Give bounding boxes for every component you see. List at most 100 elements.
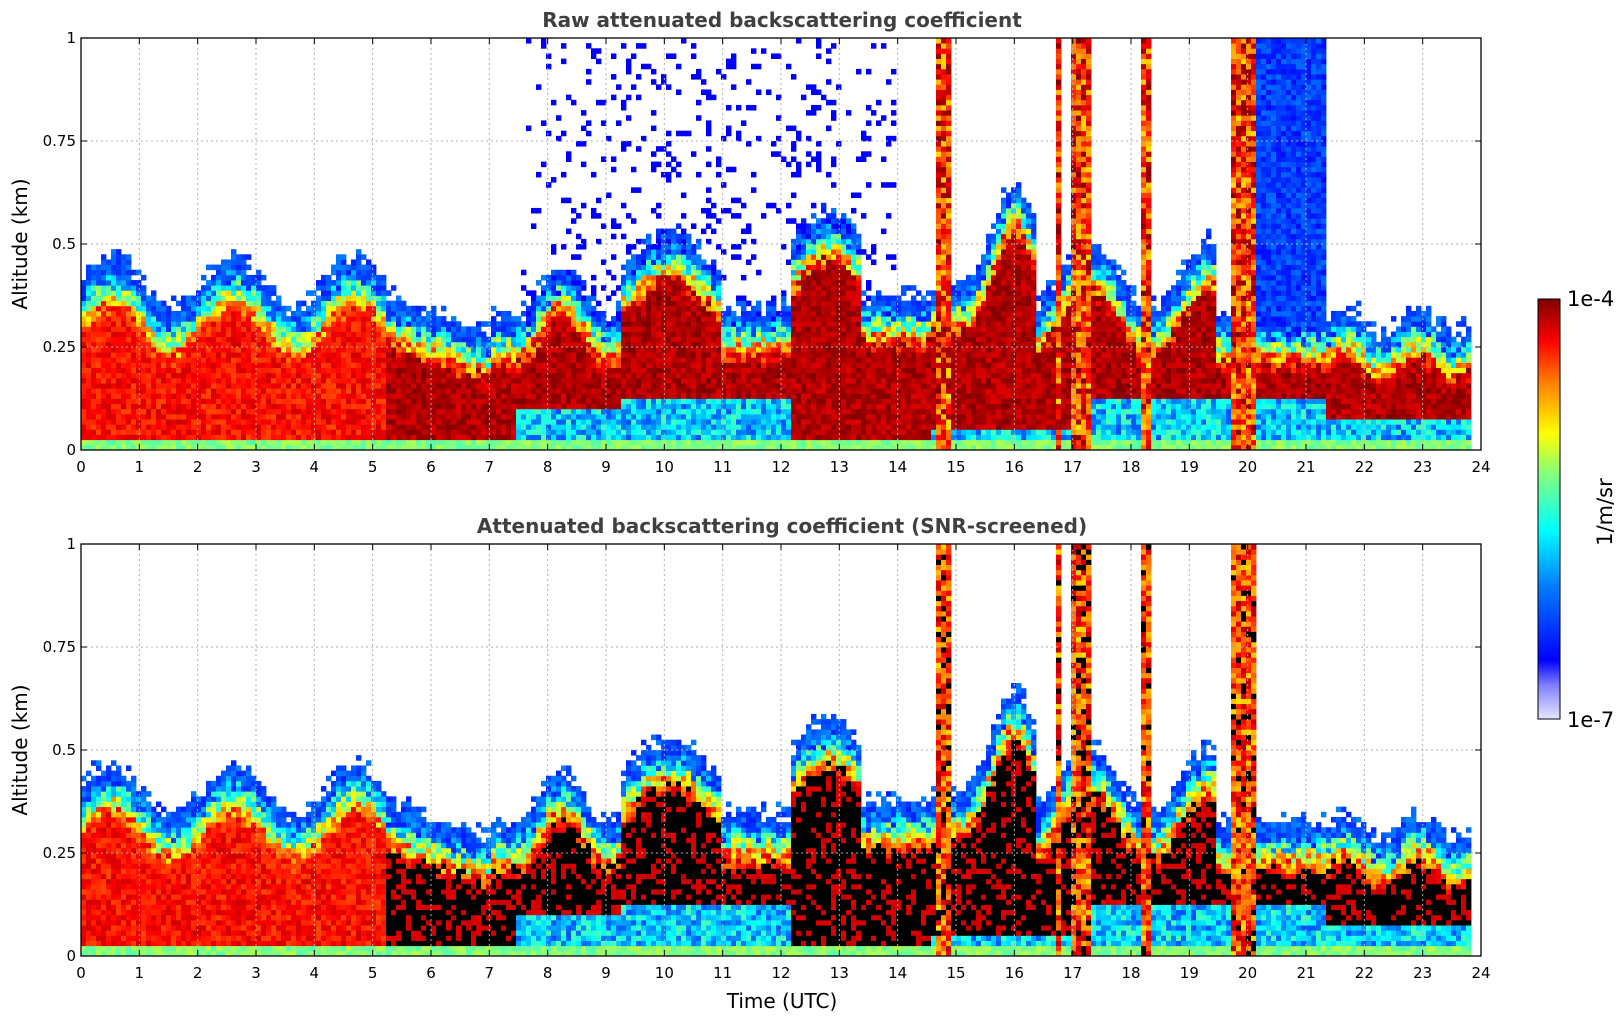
- heatmap-cell: [116, 341, 122, 348]
- heatmap-cell: [126, 408, 132, 415]
- heatmap-cell: [101, 341, 107, 348]
- heatmap-cell: [206, 408, 212, 415]
- heatmap-cell: [176, 403, 182, 410]
- heatmap-cell: [596, 197, 602, 204]
- heatmap-cell: [701, 264, 707, 271]
- heatmap-cell: [261, 290, 267, 296]
- heatmap-cell: [176, 429, 182, 435]
- heatmap-cell: [216, 316, 222, 322]
- heatmap-cell: [621, 383, 627, 389]
- heatmap-cell: [591, 413, 597, 420]
- heatmap-cell: [221, 264, 227, 271]
- heatmap-cell: [416, 326, 422, 332]
- heatmap-cell: [91, 269, 97, 276]
- heatmap-cell: [316, 388, 322, 394]
- heatmap-cell: [466, 372, 472, 379]
- heatmap-cell: [681, 321, 687, 327]
- heatmap-cell: [156, 398, 162, 405]
- heatmap-cell: [191, 336, 197, 343]
- heatmap-cell: [151, 352, 157, 358]
- heatmap-cell: [691, 280, 697, 286]
- heatmap-cell: [371, 264, 377, 271]
- heatmap-cell: [166, 310, 172, 317]
- heatmap-cell: [91, 388, 97, 394]
- heatmap-cell: [641, 377, 647, 384]
- heatmap-cell: [686, 408, 692, 415]
- heatmap-cell: [116, 352, 122, 358]
- heatmap-cell: [296, 331, 302, 338]
- heatmap-cell: [141, 285, 147, 291]
- heatmap-cell: [81, 424, 87, 430]
- heatmap-cell: [491, 439, 497, 446]
- heatmap-cell: [641, 439, 647, 446]
- heatmap-cell: [366, 357, 372, 363]
- heatmap-cell: [756, 388, 762, 394]
- heatmap-cell: [266, 393, 272, 399]
- heatmap-cell: [196, 444, 202, 451]
- heatmap-cell: [246, 444, 252, 451]
- heatmap-cell: [521, 357, 527, 363]
- heatmap-cell: [416, 336, 422, 343]
- heatmap-cell: [536, 372, 542, 379]
- heatmap-cell: [691, 357, 697, 363]
- heatmap-cell: [136, 352, 142, 358]
- heatmap-cell: [516, 398, 522, 405]
- heatmap-cell: [436, 352, 442, 358]
- heatmap-cell: [516, 372, 522, 379]
- heatmap-cell: [646, 249, 652, 255]
- heatmap-cell: [531, 305, 537, 312]
- heatmap-cell: [606, 326, 612, 332]
- heatmap-cell: [691, 341, 697, 348]
- heatmap-cell: [221, 424, 227, 430]
- heatmap-cell: [516, 439, 522, 446]
- heatmap-cell: [686, 300, 692, 307]
- heatmap-cell: [441, 326, 447, 332]
- heatmap-cell: [201, 326, 207, 332]
- heatmap-cell: [361, 424, 367, 430]
- heatmap-cell: [381, 290, 387, 296]
- heatmap-cell: [711, 352, 717, 358]
- heatmap-cell: [801, 398, 807, 405]
- heatmap-cell: [181, 362, 187, 368]
- heatmap-cell: [186, 424, 192, 430]
- heatmap-cell: [746, 336, 752, 343]
- heatmap-cell: [631, 326, 637, 332]
- heatmap-cell: [306, 408, 312, 415]
- heatmap-cell: [716, 290, 722, 296]
- heatmap-cell: [261, 310, 267, 317]
- heatmap-cell: [666, 249, 672, 255]
- heatmap-cell: [321, 408, 327, 415]
- heatmap-cell: [716, 347, 722, 353]
- heatmap-cell: [606, 295, 612, 302]
- heatmap-cell: [111, 398, 117, 405]
- heatmap-cell: [381, 367, 387, 374]
- heatmap-cell: [506, 331, 512, 338]
- heatmap-cell: [741, 341, 747, 348]
- heatmap-cell: [571, 413, 577, 420]
- heatmap-cell: [321, 367, 327, 374]
- heatmap-cell: [686, 321, 692, 327]
- heatmap-cell: [196, 367, 202, 374]
- heatmap-cell: [701, 388, 707, 394]
- heatmap-cell: [281, 413, 287, 420]
- heatmap-cell: [626, 331, 632, 338]
- heatmap-cell: [686, 310, 692, 317]
- heatmap-cell: [436, 439, 442, 446]
- heatmap-cell: [271, 434, 277, 441]
- heatmap-cell: [641, 341, 647, 348]
- heatmap-cell: [441, 367, 447, 374]
- heatmap-cell: [121, 367, 127, 374]
- heatmap-cell: [101, 290, 107, 296]
- heatmap-cell: [231, 393, 237, 399]
- heatmap-cell: [551, 367, 557, 374]
- heatmap-cell: [596, 393, 602, 399]
- heatmap-cell: [606, 362, 612, 368]
- heatmap-cell: [111, 403, 117, 410]
- heatmap-cell: [496, 336, 502, 343]
- heatmap-cell: [346, 393, 352, 399]
- heatmap-cell: [601, 316, 607, 322]
- heatmap-cell: [331, 372, 337, 379]
- heatmap-cell: [681, 429, 687, 435]
- heatmap-cell: [176, 383, 182, 389]
- heatmap-cell: [241, 388, 247, 394]
